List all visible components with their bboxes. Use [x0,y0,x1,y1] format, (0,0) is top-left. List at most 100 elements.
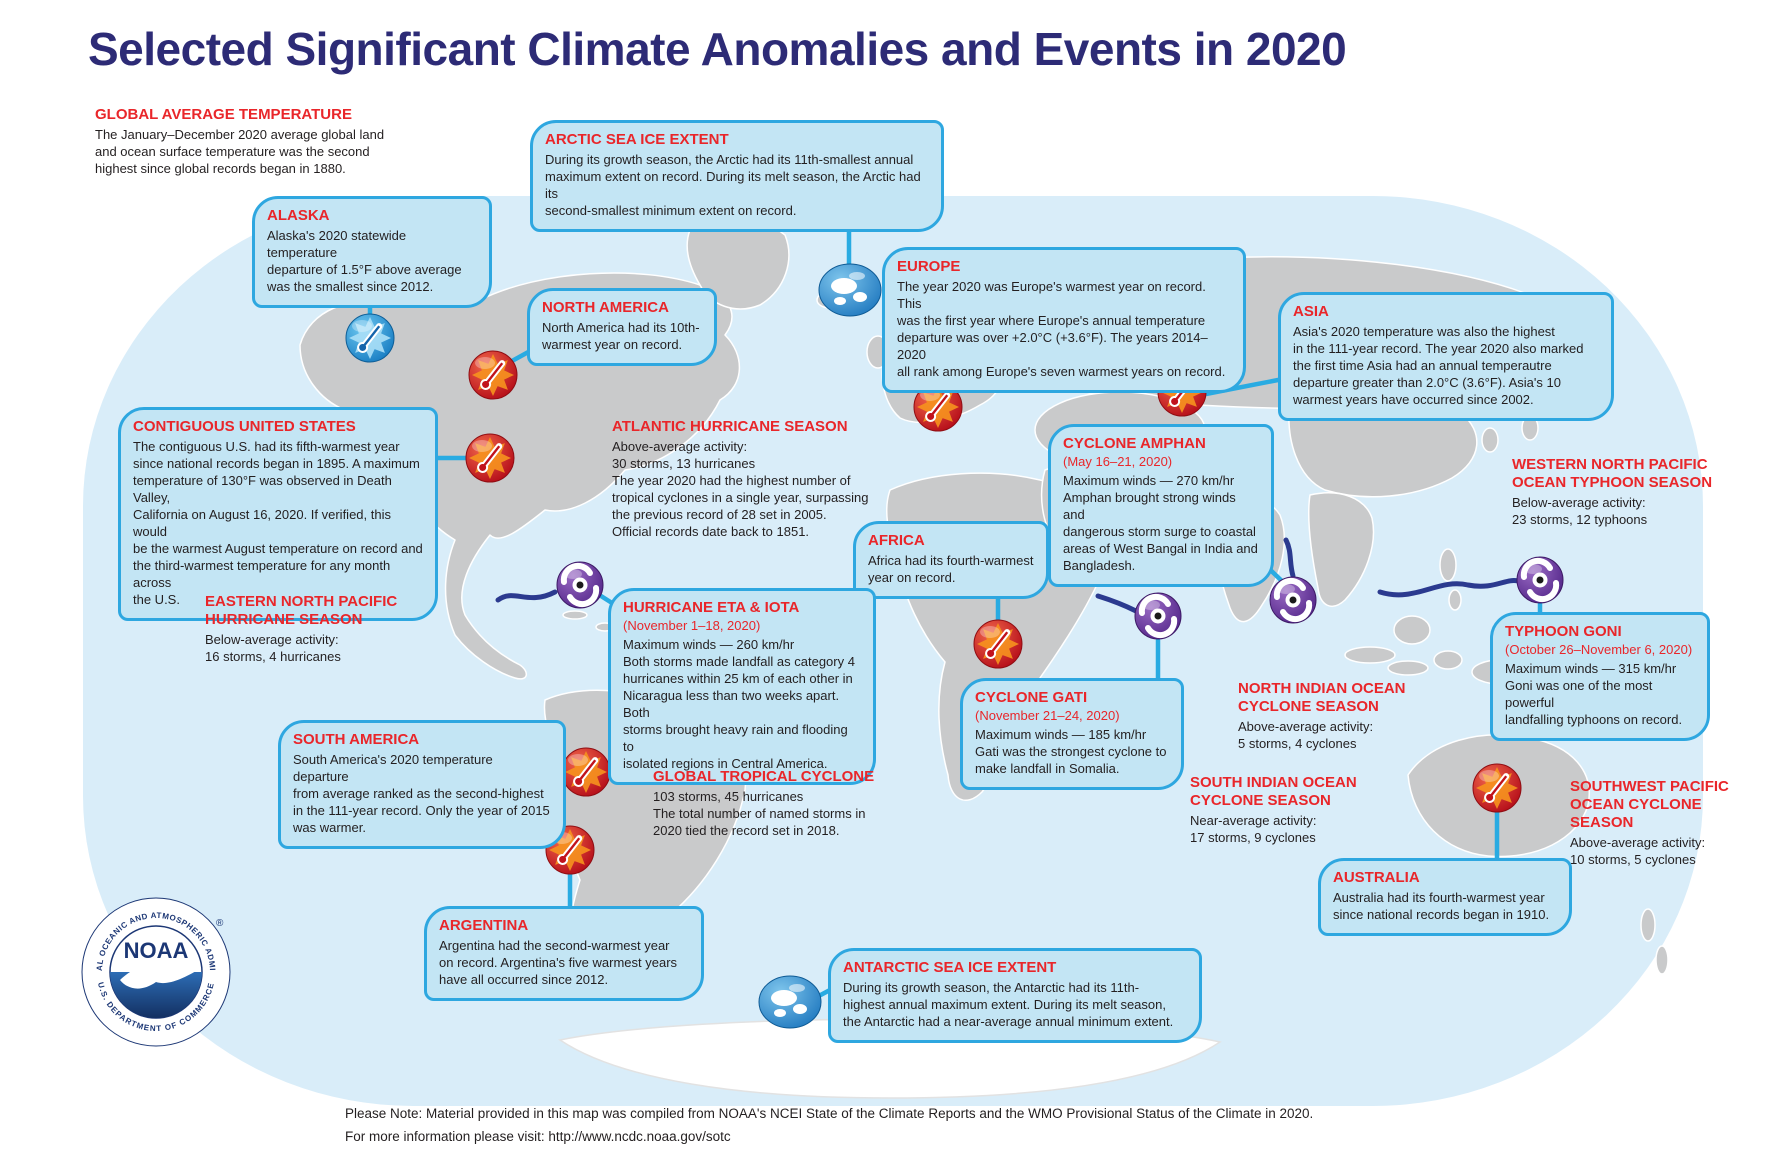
callout-body: Australia had its fourth-warmest year si… [1333,890,1550,922]
philippines-island-1 [1439,548,1457,582]
sea-ice-icon-antarctic [758,975,822,1029]
callout-title: EASTERN NORTH PACIFIC HURRICANE SEASON [205,593,398,628]
korea-peninsula [1481,427,1499,453]
callout-body: Maximum winds — 270 km/hr Amphan brought… [1063,473,1258,573]
storm-tracks [495,537,1521,614]
callout-body: South America's 2020 temperature departu… [293,752,550,835]
callout-alaska: ALASKA Alaska's 2020 statewide temperatu… [252,196,492,308]
sumatra-island [1344,646,1396,664]
cyclone-icon-eta-iota [556,561,604,609]
callout-date: (May 16–21, 2020) [1063,454,1173,469]
callout-africa: AFRICA Africa had its fourth-warmest yea… [853,521,1049,599]
storm-track-gati [1095,593,1139,614]
noaa-logo-gull-icon [120,963,198,989]
callout-cyclone-amphan: CYCLONE AMPHAN (May 16–21, 2020) Maximum… [1048,424,1274,587]
callout-body: Alaska's 2020 statewide temperature depa… [267,228,462,294]
callout-title: CYCLONE AMPHAN [1063,435,1206,452]
callout-title: ASIA [1293,303,1329,320]
warm-temperature-icon-africa [973,619,1023,669]
callout-body: Argentina had the second-warmest year on… [439,938,678,987]
new-zealand-south-island [1655,945,1669,975]
callout-title: TYPHOON GONI [1505,623,1622,640]
footer-note: Please Note: Material provided in this m… [345,1102,1313,1148]
callout-body: Maximum winds — 260 km/hr Both storms ma… [623,637,855,771]
callout-body: During its growth season, the Antarctic … [843,980,1174,1029]
callout-title: ATLANTIC HURRICANE SEASON [612,418,848,435]
callout-body: Above-average activity: 10 storms, 5 cyc… [1570,835,1706,867]
noaa-logo-emblem [110,963,202,1018]
callout-body: Near-average activity: 17 storms, 9 cycl… [1190,813,1317,845]
indochina-landmass [1307,492,1375,607]
callout-title: ARGENTINA [439,917,529,934]
new-zealand-north-island [1640,908,1656,942]
callout-body: Maximum winds — 185 km/hr Gati was the s… [975,727,1167,776]
philippines-island-2 [1448,589,1462,611]
cyclone-icon-goni [1516,556,1564,604]
callout-north-america: NORTH AMERICA North America had its 10th… [527,288,717,366]
callout-typhoon-goni: TYPHOON GONI (October 26–November 6, 202… [1490,612,1710,741]
storm-track-amphan [1283,537,1296,579]
callout-title: GLOBAL AVERAGE TEMPERATURE [95,106,352,123]
callout-south-indian-ocean-cyclone-season: SOUTH INDIAN OCEAN CYCLONE SEASON Near-a… [1190,774,1400,846]
cuba-island [562,610,588,620]
callout-global-tropical-cyclone: GLOBAL TROPICAL CYCLONE 103 storms, 45 h… [653,768,903,839]
callout-body: During its growth season, the Arctic had… [545,152,921,218]
callout-europe: EUROPE The year 2020 was Europe's warmes… [882,247,1246,393]
callout-title: SOUTH AMERICA [293,731,420,748]
borneo-island [1393,615,1431,645]
callout-date: (November 21–24, 2020) [975,708,1120,723]
callout-argentina: ARGENTINA Argentina had the second-warme… [424,906,704,1001]
callout-title: CONTIGUOUS UNITED STATES [133,418,356,435]
callout-title: ANTARCTIC SEA ICE EXTENT [843,959,1057,976]
callout-antarctic-sea-ice-extent: ANTARCTIC SEA ICE EXTENT During its grow… [828,948,1202,1043]
cold-temperature-icon-alaska [345,313,395,363]
callout-date: (October 26–November 6, 2020) [1505,642,1693,657]
callout-south-america: SOUTH AMERICA South America's 2020 tempe… [278,720,566,849]
callout-cyclone-gati: CYCLONE GATI (November 21–24, 2020) Maxi… [960,678,1184,790]
callout-title: HURRICANE ETA & IOTA [623,599,800,616]
callout-title: AFRICA [868,532,925,549]
noaa-logo: U.S. NATIONAL OCEANIC AND ATMOSPHERIC AD… [80,896,231,1047]
callout-body: The January–December 2020 average global… [95,127,385,176]
callout-title: NORTH INDIAN OCEAN CYCLONE SEASON [1238,680,1406,715]
sea-ice-icon-arctic [818,263,882,317]
callout-eastern-north-pacific-hurricane-season: EASTERN NORTH PACIFIC HURRICANE SEASON B… [205,593,455,665]
callout-title: WESTERN NORTH PACIFIC OCEAN TYPHOON SEAS… [1512,456,1713,491]
callout-body: Above-average activity: 30 storms, 13 hu… [612,439,869,539]
noaa-logo-acronym: NOAA [124,938,189,963]
callout-arctic-sea-ice-extent: ARCTIC SEA ICE EXTENT During its growth … [530,120,944,232]
callout-western-north-pacific-typhoon-season: WESTERN NORTH PACIFIC OCEAN TYPHOON SEAS… [1512,456,1722,528]
page-title: Selected Significant Climate Anomalies a… [88,23,1347,75]
callout-title: CYCLONE GATI [975,689,1088,706]
callout-title: ALASKA [267,207,330,224]
callout-title: AUSTRALIA [1333,869,1420,886]
callout-title: EUROPE [897,258,961,275]
footer-note-line2: For more information please visit: http:… [345,1129,731,1144]
callout-contiguous-united-states: CONTIGUOUS UNITED STATES The contiguous … [118,407,438,621]
callout-body: The contiguous U.S. had its fifth-warmes… [133,439,423,607]
footer-note-line1: Please Note: Material provided in this m… [345,1106,1314,1121]
callout-title: SOUTH INDIAN OCEAN CYCLONE SEASON [1190,774,1357,809]
callout-body: The year 2020 was Europe's warmest year … [897,279,1226,379]
callout-north-indian-ocean-cyclone-season: NORTH INDIAN OCEAN CYCLONE SEASON Above-… [1238,680,1458,752]
callout-body: Below-average activity: 16 storms, 4 hur… [205,632,341,664]
callout-title: SOUTHWEST PACIFIC OCEAN CYCLONE SEASON [1570,778,1729,831]
storm-track-goni [1377,578,1521,598]
callout-body: North America had its 10th- warmest year… [542,320,700,352]
noaa-logo-registered-mark: ® [216,918,224,929]
callout-southwest-pacific-cyclone-season: SOUTHWEST PACIFIC OCEAN CYCLONE SEASON A… [1570,778,1750,868]
callout-body: Asia's 2020 temperature was also the hig… [1293,324,1584,407]
callout-australia: AUSTRALIA Australia had its fourth-warme… [1318,858,1572,936]
cyclone-icon-gati [1134,592,1182,640]
warm-temperature-icon-australia [1472,763,1522,813]
callout-title: ARCTIC SEA ICE EXTENT [545,131,729,148]
callout-title: GLOBAL TROPICAL CYCLONE [653,768,875,785]
storm-track-eta-iota [495,589,558,603]
callout-body: Below-average activity: 23 storms, 12 ty… [1512,495,1648,527]
callout-hurricane-eta-iota: HURRICANE ETA & IOTA (November 1–18, 202… [608,588,876,785]
java-island [1387,660,1429,676]
callout-title: NORTH AMERICA [542,299,669,316]
callout-global-average-temperature: GLOBAL AVERAGE TEMPERATURE The January–D… [95,106,435,177]
callout-body: Maximum winds — 315 km/hr Goni was one o… [1505,661,1683,727]
